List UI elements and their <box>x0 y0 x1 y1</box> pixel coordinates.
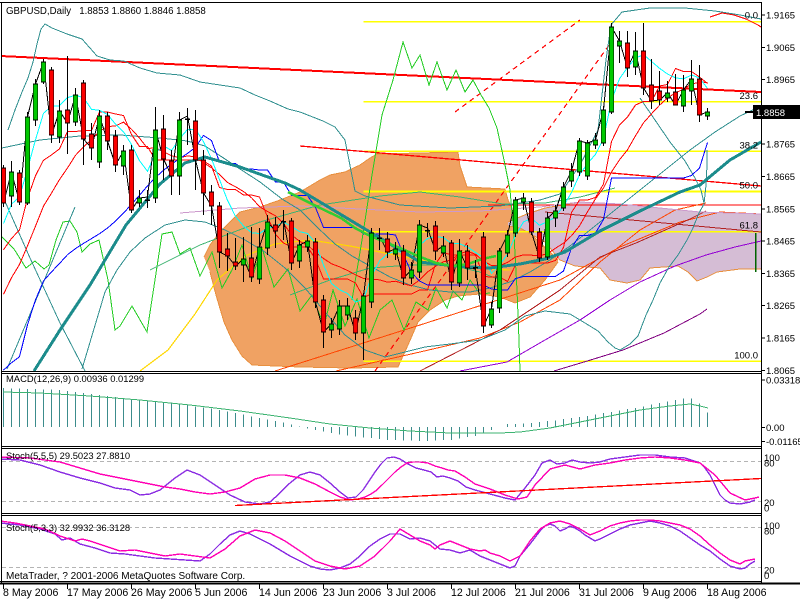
svg-text:MetaTrader, ? 2001-2006 MetaQu: MetaTrader, ? 2001-2006 MetaQuotes Softw… <box>6 571 245 582</box>
svg-text:1.8765: 1.8765 <box>766 140 795 151</box>
svg-text:1.8858: 1.8858 <box>756 108 785 119</box>
svg-text:26 May 2006: 26 May 2006 <box>131 587 192 599</box>
svg-text:100: 100 <box>764 453 780 464</box>
svg-text:9 Aug 2006: 9 Aug 2006 <box>643 587 697 599</box>
svg-text:61.8: 61.8 <box>740 221 759 232</box>
svg-text:MACD(12,26,9) 0.00936 0.01299: MACD(12,26,9) 0.00936 0.01299 <box>6 373 144 384</box>
svg-text:0.0: 0.0 <box>745 11 758 22</box>
svg-text:0.03318: 0.03318 <box>766 376 800 387</box>
svg-text:21 Jul 2006: 21 Jul 2006 <box>515 587 570 599</box>
svg-text:5 Jun 2006: 5 Jun 2006 <box>195 587 248 599</box>
svg-text:23 Jun 2006: 23 Jun 2006 <box>323 587 381 599</box>
svg-text:12 Jul 2006: 12 Jul 2006 <box>451 587 506 599</box>
svg-text:80: 80 <box>764 459 775 470</box>
svg-text:100: 100 <box>764 521 780 532</box>
svg-text:80: 80 <box>764 527 775 538</box>
svg-text:23.6: 23.6 <box>740 91 759 102</box>
svg-text:1.8165: 1.8165 <box>766 334 795 345</box>
svg-text:1.8965: 1.8965 <box>766 75 795 86</box>
svg-text:50.0: 50.0 <box>740 181 759 192</box>
svg-text:1.9065: 1.9065 <box>766 43 795 54</box>
svg-text:20: 20 <box>764 498 775 509</box>
svg-text:1.8365: 1.8365 <box>766 269 795 280</box>
svg-text:1.8065: 1.8065 <box>766 366 795 377</box>
svg-text:1.8665: 1.8665 <box>766 172 795 183</box>
svg-text:1.8265: 1.8265 <box>766 301 795 312</box>
svg-text:100.0: 100.0 <box>734 350 758 361</box>
svg-text:-0.01165: -0.01165 <box>766 437 800 448</box>
svg-text:0.00: 0.00 <box>766 423 785 434</box>
svg-text:0: 0 <box>764 504 769 515</box>
svg-text:1.8465: 1.8465 <box>766 237 795 248</box>
svg-text:1.8565: 1.8565 <box>766 204 795 215</box>
svg-text:38.2: 38.2 <box>740 140 759 151</box>
svg-text:31 Jul 2006: 31 Jul 2006 <box>579 587 634 599</box>
svg-text:1.9165: 1.9165 <box>766 11 795 22</box>
svg-text:Stoch(5,3,3) 32.9932 36.3128: Stoch(5,3,3) 32.9932 36.3128 <box>6 522 130 533</box>
svg-text:20: 20 <box>764 566 775 577</box>
svg-text:17 May 2006: 17 May 2006 <box>67 587 128 599</box>
svg-text:8 May 2006: 8 May 2006 <box>3 587 58 599</box>
svg-text:18 Aug 2006: 18 Aug 2006 <box>707 587 767 599</box>
svg-text:0: 0 <box>764 571 769 582</box>
svg-text:14 Jun 2006: 14 Jun 2006 <box>259 587 317 599</box>
svg-text:GBPUSD,Daily 1.8853 1.8860 1: GBPUSD,Daily 1.8853 1.8860 1.8846 1.8858 <box>6 6 206 17</box>
svg-text:3 Jul 2006: 3 Jul 2006 <box>387 587 436 599</box>
svg-text:Stoch(5,5,5) 29.5023 27.8810: Stoch(5,5,5) 29.5023 27.8810 <box>6 450 130 461</box>
